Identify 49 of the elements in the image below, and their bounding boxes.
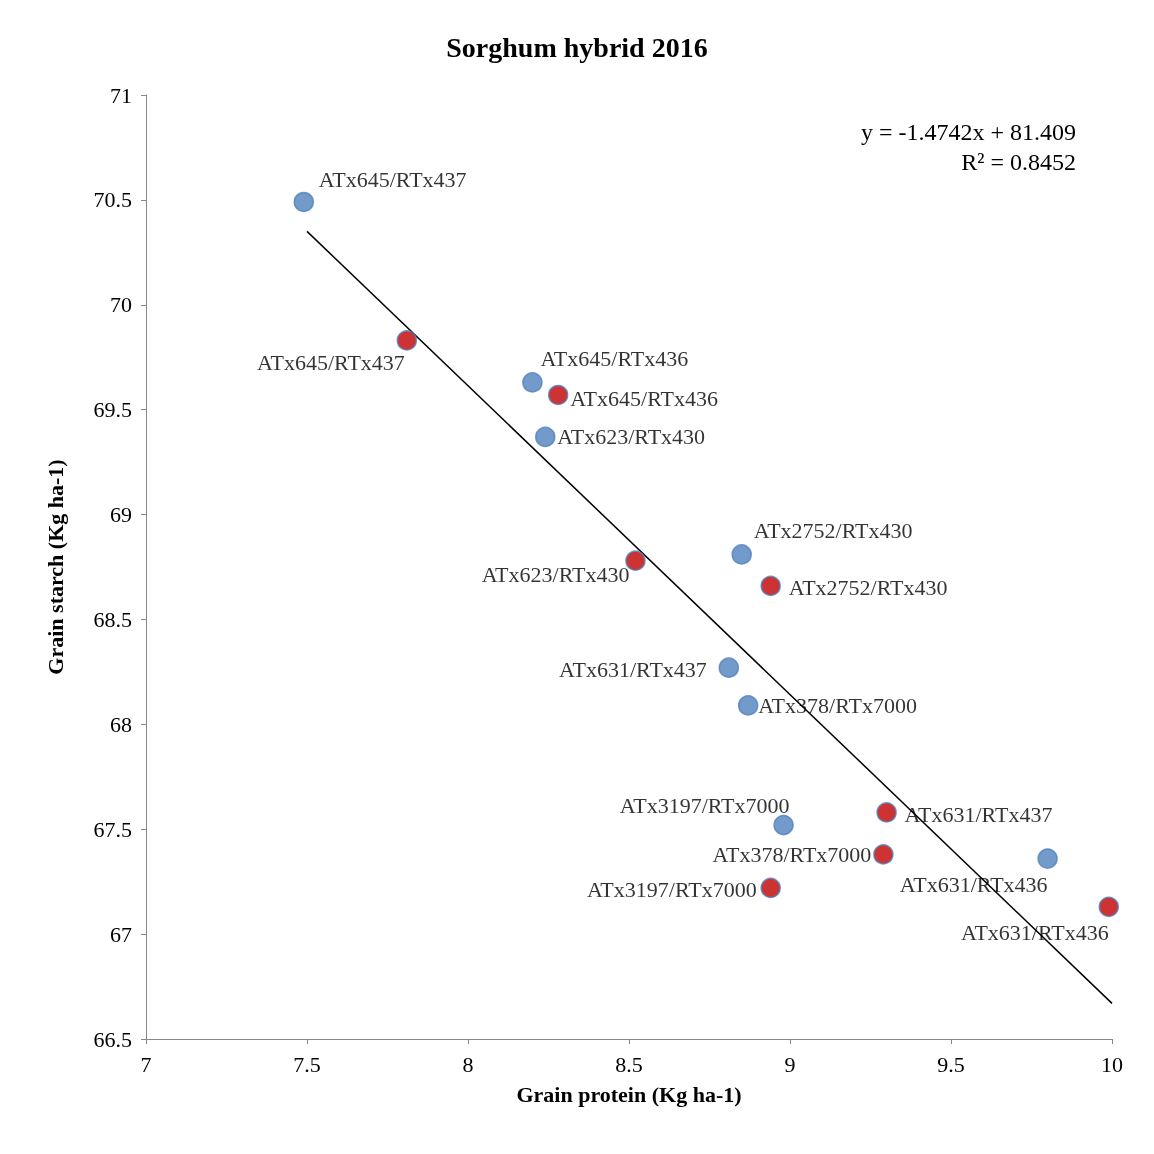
data-label: ATx645/RTx437 <box>318 167 467 193</box>
y-tick-label: 68.5 <box>93 606 132 632</box>
y-tick-label: 70 <box>110 292 132 318</box>
y-tick-label: 66.5 <box>93 1026 132 1052</box>
point <box>731 544 752 565</box>
point <box>547 384 569 406</box>
x-tick-label: 8.5 <box>615 1051 643 1077</box>
chart-title: Sorghum hybrid 2016 <box>446 31 708 63</box>
data-label: ATx645/RTx436 <box>570 386 718 412</box>
y-axis-title: Grain starch (Kg ha-1) <box>42 459 68 675</box>
x-tick-label: 10 <box>1101 1051 1123 1077</box>
point <box>737 695 759 716</box>
y-tick-label: 67.5 <box>93 816 132 842</box>
point <box>535 426 556 448</box>
point <box>718 657 740 678</box>
point <box>760 575 781 597</box>
point <box>522 372 543 393</box>
point <box>396 330 418 351</box>
y-tick-label: 69 <box>110 502 132 528</box>
point <box>773 814 794 836</box>
point <box>1037 848 1058 869</box>
point <box>293 191 315 213</box>
point <box>1098 896 1120 918</box>
x-tick-label: 9 <box>784 1051 796 1077</box>
annotation: y = -1.4742x + 81.409 <box>860 119 1076 145</box>
data-label: ATx623/RTx430 <box>557 424 706 450</box>
x-axis-title: Grain protein (Kg ha-1) <box>516 1081 742 1107</box>
y-tick-label: 68 <box>110 711 132 737</box>
y-tick-label: 69.5 <box>93 397 132 423</box>
x-tick-label: 7.5 <box>293 1051 321 1077</box>
x-tick-label: 7 <box>140 1051 152 1077</box>
annotation: R² = 0.8452 <box>961 149 1077 175</box>
data-label: ATx645/RTx437 <box>257 349 405 375</box>
data-label: ATx623/RTx430 <box>481 562 630 588</box>
point <box>876 802 897 823</box>
y-tick-label: 67 <box>110 921 132 947</box>
data-label: ATx378/RTx7000 <box>712 841 872 867</box>
data-label: ATx645/RTx436 <box>540 345 689 371</box>
data-label: ATx2752/RTx430 <box>753 517 913 543</box>
data-label: ATx3197/RTx7000 <box>586 877 757 903</box>
data-label: ATx2752/RTx430 <box>788 575 948 601</box>
data-label: ATx3197/RTx7000 <box>619 792 790 818</box>
y-tick-label: 71 <box>110 82 132 108</box>
x-tick-label: 8 <box>462 1051 474 1077</box>
y-tick-label: 70.5 <box>93 187 132 213</box>
point <box>873 844 894 865</box>
point <box>760 877 781 899</box>
data-label: ATx631/RTx437 <box>559 657 707 683</box>
x-tick-label: 9.5 <box>937 1051 965 1077</box>
